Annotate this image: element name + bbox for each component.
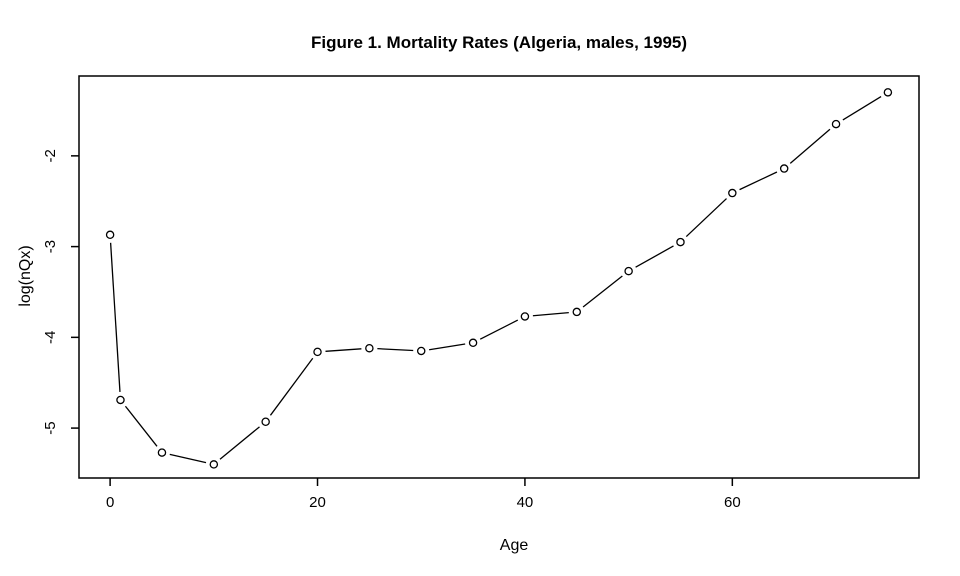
series-segment <box>532 311 569 317</box>
series-segment <box>635 245 674 268</box>
x-axis-tick-label: 60 <box>724 494 741 511</box>
chart-title: Figure 1. Mortality Rates (Algeria, male… <box>310 33 688 52</box>
series-segment <box>169 453 207 464</box>
data-point-marker <box>468 338 478 348</box>
series-segment <box>109 242 121 393</box>
series-segment <box>325 348 362 352</box>
data-point-marker <box>779 164 789 173</box>
series-segment <box>582 275 623 308</box>
data-point-marker <box>520 312 530 321</box>
x-axis-tick-label: 0 <box>106 494 114 511</box>
data-point-marker <box>209 460 219 469</box>
data-point-marker <box>831 119 841 129</box>
series-segment <box>377 348 414 352</box>
data-point-marker <box>624 266 633 276</box>
x-axis-tick-label: 20 <box>309 494 326 511</box>
data-point-marker <box>416 346 426 356</box>
y-axis-tick-label: -5 <box>42 421 59 434</box>
data-point-marker <box>883 88 893 97</box>
data-point-marker <box>116 395 125 405</box>
data-point-marker <box>261 417 270 426</box>
plot-box <box>78 75 920 479</box>
series-segment <box>479 319 519 340</box>
data-point-marker <box>157 448 167 457</box>
series-segment <box>842 95 882 121</box>
series-segment <box>685 198 727 238</box>
x-axis-title: Age <box>499 537 529 554</box>
series-segment <box>789 128 831 164</box>
series-segment <box>219 426 260 460</box>
x-axis-tick-label: 40 <box>517 494 534 511</box>
series-segment <box>739 171 778 191</box>
data-point-marker <box>365 343 374 353</box>
series-segment <box>429 343 466 351</box>
y-axis-tick-label: -4 <box>42 331 59 344</box>
data-point-marker <box>105 230 115 240</box>
series-segment <box>269 357 314 416</box>
y-axis-tick-label: -2 <box>42 149 59 162</box>
data-point-marker <box>676 237 685 247</box>
data-point-marker <box>728 188 737 198</box>
y-axis-tick-label: -3 <box>42 240 59 253</box>
data-point-marker <box>572 307 582 317</box>
data-point-marker <box>313 347 322 357</box>
series-segment <box>124 405 158 447</box>
